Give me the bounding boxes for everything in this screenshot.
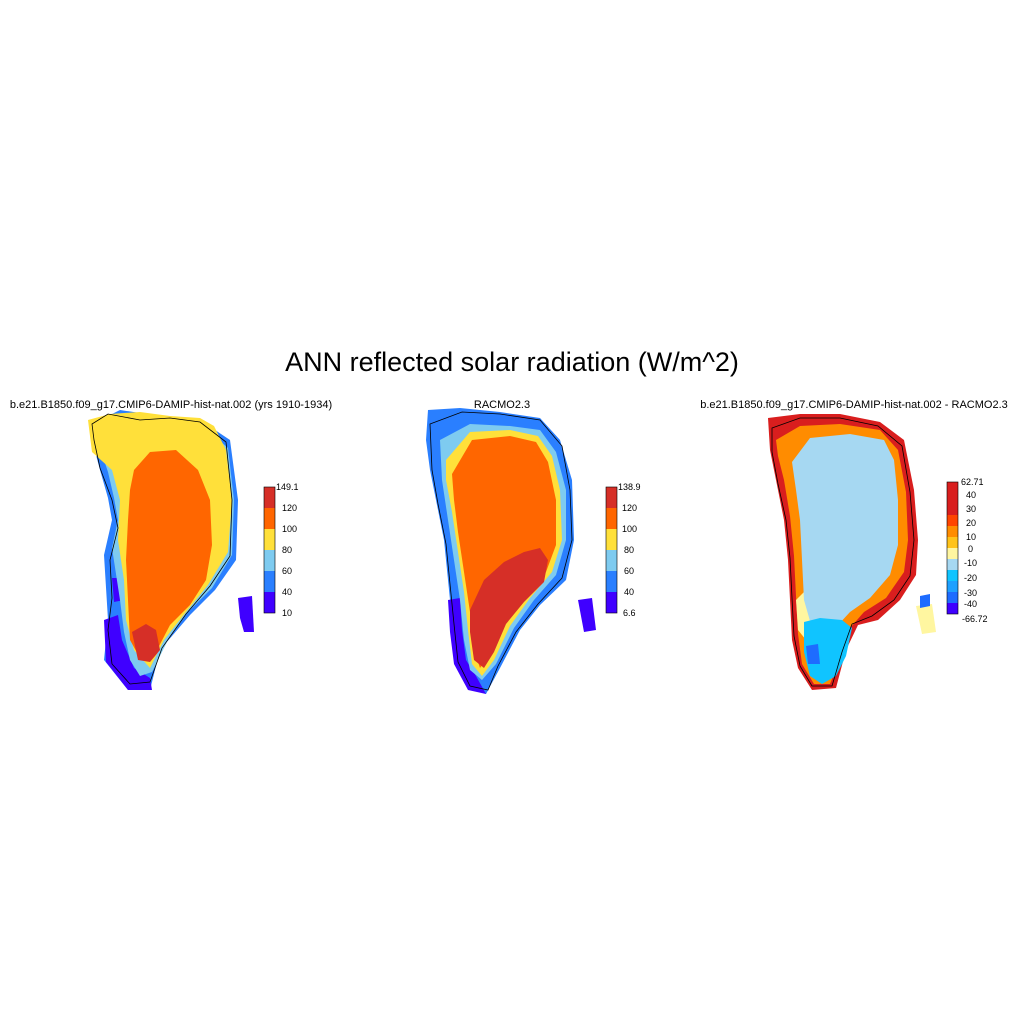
panel-1-red-patch: [132, 624, 160, 662]
panel-3-colorbar-label-10: 62.71: [961, 477, 984, 487]
panel-3-colorbar-box-5: [947, 548, 958, 559]
panel-3-colorbar-box-8: [947, 515, 958, 526]
panel-3-colorbar-label-7: 20: [966, 518, 976, 528]
panel-3-colorbar-box-9: [947, 482, 958, 515]
panel-1-colorbar-label-4: 100: [282, 524, 297, 534]
panel-1-purple-edge: [104, 615, 152, 690]
panel-3-blue-patch: [806, 644, 820, 664]
panel-3-colorbar-box-3: [947, 570, 958, 581]
panel-1-colorbar-label-1: 40: [282, 587, 292, 597]
panel-3-colorbar-label-5: 0: [968, 544, 973, 554]
panel-3-colorbar-label-8: 30: [966, 504, 976, 514]
panel-3-map: -66.72 -40 -30 -20 -10 0 10 20 30 40 62.…: [768, 414, 988, 690]
panel-2-map: 6.6 40 60 80 100 120 138.9: [426, 408, 641, 694]
panel-3-colorbar-label-4: -10: [964, 558, 977, 568]
panel-1-colorbar-label-5: 120: [282, 503, 297, 513]
panel-3-colorbar-label-9: 40: [966, 490, 976, 500]
panel-3-colorbar-box-4: [947, 559, 958, 570]
panel-1-title: b.e21.B1850.f09_g17.CMIP6-DAMIP-hist-nat…: [9, 399, 333, 411]
panel-3-colorbar-box-7: [947, 526, 958, 537]
panel-1-colorbar-box-3: [264, 529, 275, 550]
panel-1-colorbar-label-6: 149.1: [276, 482, 299, 492]
panel-2-colorbar-box-5: [606, 487, 617, 508]
panel-3-colorbar-box-0: [947, 603, 958, 614]
panel-2-colorbar-label-5: 120: [622, 503, 637, 513]
panel-1-colorbar-box-2: [264, 550, 275, 571]
panel-3-coastline: [771, 417, 915, 687]
panel-3-colorbar-label-3: -20: [964, 573, 977, 583]
panel-2-colorbar-label-2: 60: [624, 566, 634, 576]
panel-2-colorbar-box-0: [606, 592, 617, 613]
panel-2-purple-edge: [448, 598, 486, 694]
panel-3-colorbar: -66.72 -40 -30 -20 -10 0 10 20 30 40 62.…: [946, 477, 988, 624]
panel-2-colorbar-label-1: 40: [624, 587, 634, 597]
panel-2-colorbar-box-1: [606, 571, 617, 592]
panel-3-interior: [792, 434, 898, 628]
panel-2-colorbar-label-3: 80: [624, 545, 634, 555]
panel-3-colorbar-box-1: [947, 592, 958, 603]
figure-title: ANN reflected solar radiation (W/m^2): [285, 347, 739, 377]
panel-1-colorbar-box-1: [264, 571, 275, 592]
panel-3-title: b.e21.B1850.f09_g17.CMIP6-DAMIP-hist-nat…: [700, 399, 1008, 411]
panel-2-colorbar-label-4: 100: [622, 524, 637, 534]
panel-2-coastline: [429, 411, 573, 691]
panel-3-colorbar-box-6: [947, 537, 958, 548]
panel-2-colorbar: 6.6 40 60 80 100 120 138.9: [605, 482, 641, 618]
panel-2-east-island: [578, 598, 596, 632]
panel-1-orange-interior: [126, 450, 212, 658]
panel-1-colorbar-label-3: 80: [282, 545, 292, 555]
panel-3-colorbar-label-0: -66.72: [962, 614, 988, 624]
panel-1-east-island: [238, 596, 254, 632]
panel-1-colorbar: 10 40 60 80 100 120 149.1: [263, 482, 299, 618]
panel-2-red-south: [470, 548, 548, 668]
panel-1-map: 10 40 60 80 100 120 149.1: [88, 410, 299, 690]
panel-3-colorbar-box-2: [947, 581, 958, 592]
panel-3-colorbar-label-2: -30: [964, 588, 977, 598]
panel-2-colorbar-box-2: [606, 550, 617, 571]
panel-3-east-island-blue: [920, 594, 930, 608]
panel-1-coastline: [91, 413, 233, 685]
panel-3-east-island: [916, 604, 936, 634]
panel-2-colorbar-box-4: [606, 508, 617, 529]
panel-1-colorbar-label-0: 10: [282, 608, 292, 618]
panel-2-colorbar-box-3: [606, 529, 617, 550]
panel-2-colorbar-label-6: 138.9: [618, 482, 641, 492]
panel-3-blue-south: [804, 618, 852, 684]
panel-2-colorbar-label-0: 6.6: [623, 608, 636, 618]
panel-3-colorbar-label-6: 10: [966, 532, 976, 542]
panel-1-colorbar-box-0: [264, 592, 275, 613]
panel-1-colorbar-label-2: 60: [282, 566, 292, 576]
panel-1-colorbar-box-5: [264, 487, 275, 508]
panel-2-title: RACMO2.3: [473, 399, 531, 411]
panel-1-colorbar-box-4: [264, 508, 275, 529]
panel-3-colorbar-label-1: -40: [964, 599, 977, 609]
